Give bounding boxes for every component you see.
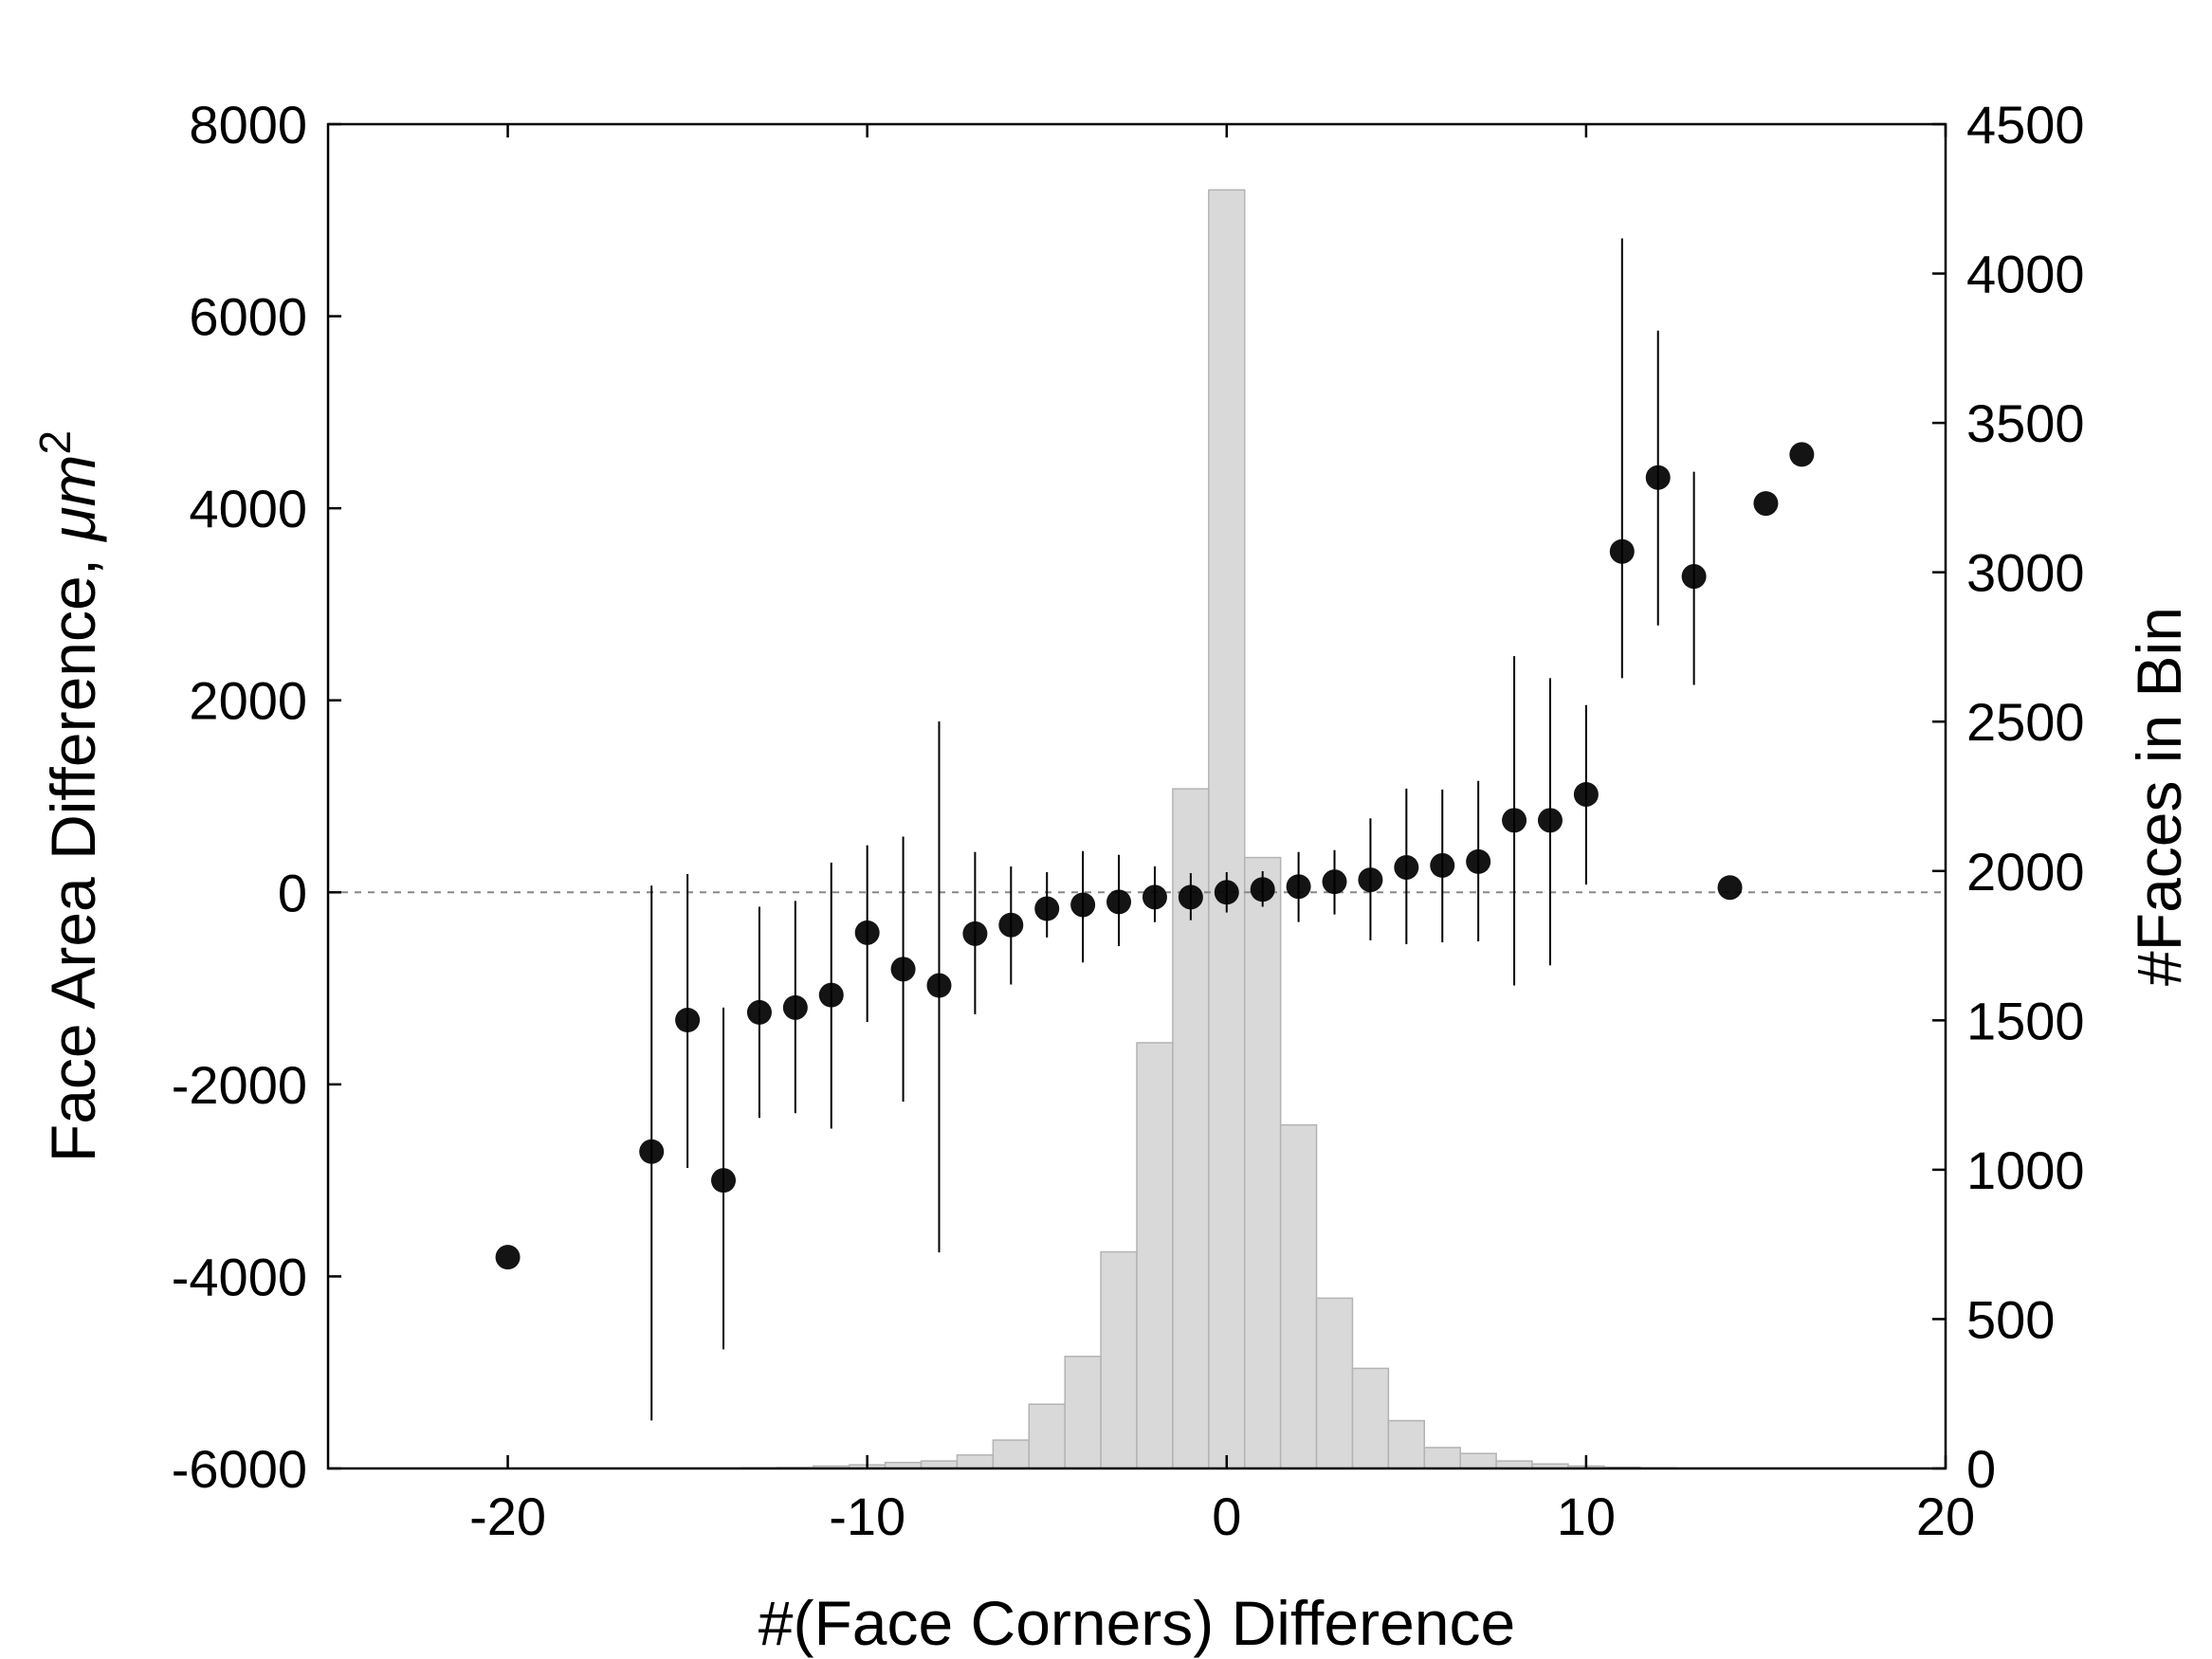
x-tick-label: -10 [829,1486,905,1546]
histogram-bar [992,1439,1031,1469]
data-point [1430,852,1455,878]
y2-tick-label: 2000 [1966,842,2085,902]
data-point [782,994,808,1020]
data-point [1609,538,1635,564]
y-axis-title-exponent: 2 [30,430,80,455]
histogram-bar [1387,1419,1426,1469]
data-point [1573,781,1599,807]
data-points [495,442,1815,1270]
data-point [1537,808,1563,833]
y-axis-title-text: Face Area Difference, [38,541,108,1162]
histogram-bar [1064,1356,1102,1469]
data-point [1717,875,1743,901]
data-point [818,982,844,1008]
data-point [854,920,880,945]
histogram [740,189,1677,1469]
plot-frame [326,122,1947,1470]
data-point [1250,877,1275,902]
histogram-bar [1208,189,1246,1469]
x-tick-label: -20 [469,1486,546,1546]
data-point [1789,442,1815,467]
histogram-bar [1315,1297,1354,1469]
y-tick-label: 4000 [189,479,307,538]
data-point [1466,848,1491,874]
y-tick-label: -4000 [172,1247,307,1306]
histogram-bar [1100,1250,1138,1469]
y-tick-label: 0 [278,863,307,922]
data-point [890,957,916,982]
data-point [639,1139,665,1164]
y-axis-title-unit: μm [38,454,108,542]
histogram-bar [1028,1403,1066,1469]
data-point [495,1245,521,1270]
y-tick-label: -6000 [172,1439,307,1499]
y2-tick-label: 3500 [1966,393,2085,453]
y2-tick-label: 0 [1966,1439,1996,1499]
data-point [1645,465,1671,490]
y-tick-label: -2000 [172,1055,307,1115]
data-point [1358,867,1383,893]
histogram-bar [1279,1123,1318,1469]
y-tick-label: 6000 [189,287,307,347]
x-tick-label: 10 [1557,1486,1616,1546]
data-point [675,1007,701,1032]
y2-tick-label: 500 [1966,1289,2055,1349]
data-point [1753,491,1779,517]
data-point [746,999,772,1025]
data-point [1214,880,1239,905]
data-point [1034,896,1060,921]
y2-tick-label: 2500 [1966,692,2085,752]
histogram-bar [1243,856,1282,1469]
data-point [1070,892,1096,918]
data-point [1178,884,1203,910]
y2-tick-label: 4000 [1966,245,2085,304]
y2-axis-title: #Faces in Bin [2124,607,2194,986]
data-point [1106,889,1132,915]
ticks: -20 -10 0 10 20 -6000 -4000 -2000 0 2000 4000 6000 8… [172,95,2085,1546]
y2-tick-label: 1500 [1966,991,2085,1050]
data-point [1322,869,1347,895]
y-tick-label: 2000 [189,671,307,731]
data-point [998,912,1024,938]
histogram-bar [956,1454,995,1469]
data-point [1286,874,1311,900]
data-point [962,921,988,946]
data-point [926,973,952,998]
histogram-bar [1136,1042,1174,1469]
data-point [1502,808,1527,833]
y-axis-title: Face Area Difference, μm2 [30,430,108,1162]
histogram-bar [1459,1452,1497,1469]
data-point [711,1168,737,1194]
data-point [1142,884,1167,910]
x-tick-label: 20 [1916,1486,1975,1546]
y-tick-label: 8000 [189,95,307,155]
y2-tick-label: 4500 [1966,95,2085,155]
y2-tick-label: 3000 [1966,543,2085,603]
y2-tick-label: 1000 [1966,1140,2085,1200]
histogram-bar [1423,1447,1461,1469]
data-point [1394,854,1419,880]
x-axis-title: #(Face Corners) Difference [759,1588,1515,1658]
histogram-bar [1351,1367,1390,1469]
data-point [1681,564,1707,590]
x-tick-label: 0 [1212,1486,1241,1546]
